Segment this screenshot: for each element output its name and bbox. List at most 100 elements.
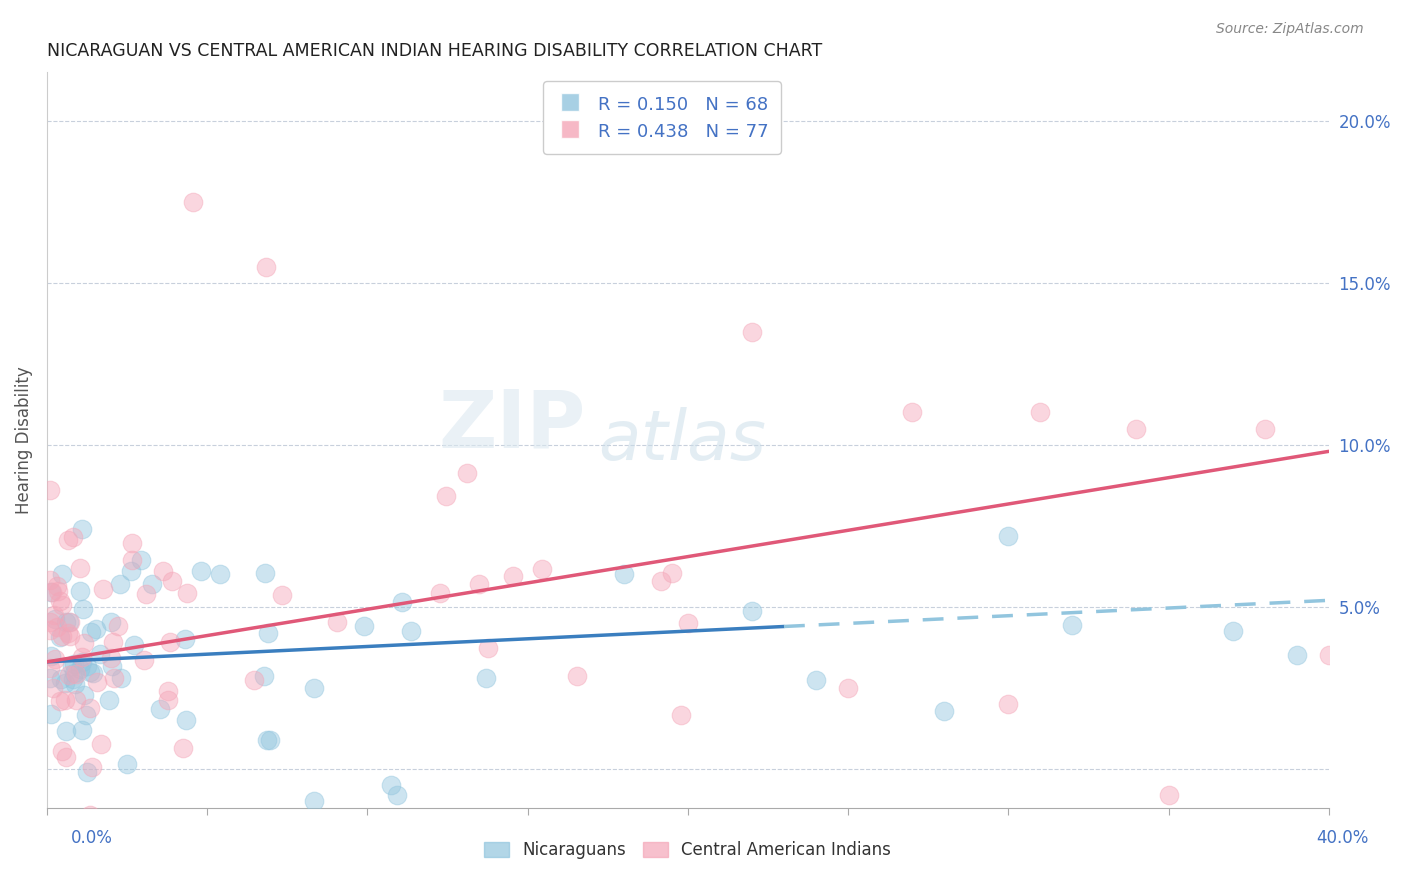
Point — [741, 604, 763, 618]
Point — [115, 756, 138, 771]
Point — [70, 655, 93, 669]
Point — [1222, 624, 1244, 638]
Y-axis label: Hearing Disability: Hearing Disability — [15, 366, 32, 514]
Point — [51, 629, 73, 643]
Point — [39, 585, 62, 599]
Point — [122, 638, 145, 652]
Point — [669, 707, 692, 722]
Point — [243, 673, 266, 687]
Point — [254, 260, 277, 274]
Point — [1157, 788, 1180, 802]
Point — [62, 672, 84, 686]
Point — [391, 595, 413, 609]
Point — [65, 667, 87, 681]
Point — [55, 723, 77, 738]
Point — [1285, 648, 1308, 663]
Point — [60, 658, 83, 673]
Point — [326, 615, 349, 630]
Point — [159, 634, 181, 648]
Point — [107, 618, 129, 632]
Point — [135, 587, 157, 601]
Point — [132, 652, 155, 666]
Point — [82, 666, 104, 681]
Point — [997, 529, 1019, 543]
Point — [302, 681, 325, 696]
Point — [45, 579, 67, 593]
Point — [82, 760, 104, 774]
Point — [42, 607, 65, 622]
Point — [1253, 422, 1275, 436]
Point — [58, 668, 80, 682]
Point — [62, 657, 84, 672]
Point — [650, 574, 672, 589]
Point — [174, 632, 197, 646]
Point — [353, 618, 375, 632]
Point — [91, 582, 114, 596]
Point — [49, 630, 72, 644]
Point — [44, 651, 66, 665]
Point — [62, 530, 84, 544]
Point — [69, 583, 91, 598]
Point — [69, 662, 91, 676]
Point — [79, 665, 101, 679]
Point — [84, 622, 107, 636]
Point — [53, 693, 76, 707]
Point — [51, 744, 73, 758]
Point — [62, 665, 84, 680]
Point — [1317, 648, 1340, 663]
Point — [172, 740, 194, 755]
Text: ZIP: ZIP — [439, 386, 585, 465]
Text: NICARAGUAN VS CENTRAL AMERICAN INDIAN HEARING DISABILITY CORRELATION CHART: NICARAGUAN VS CENTRAL AMERICAN INDIAN HE… — [46, 42, 823, 60]
Point — [208, 566, 231, 581]
Point — [42, 681, 65, 695]
Point — [1062, 618, 1084, 632]
Point — [44, 612, 66, 626]
Point — [613, 567, 636, 582]
Point — [257, 626, 280, 640]
Point — [90, 737, 112, 751]
Point — [100, 615, 122, 629]
Point — [380, 778, 402, 792]
Point — [100, 650, 122, 665]
Text: 40.0%: 40.0% — [1316, 829, 1369, 847]
Point — [39, 615, 62, 629]
Point — [997, 697, 1019, 711]
Point — [103, 671, 125, 685]
Point — [676, 615, 699, 630]
Point — [837, 681, 859, 695]
Point — [101, 635, 124, 649]
Point — [141, 576, 163, 591]
Point — [174, 713, 197, 727]
Point — [46, 583, 69, 598]
Point — [55, 615, 77, 629]
Point — [157, 692, 180, 706]
Point — [901, 405, 924, 419]
Point — [474, 671, 496, 685]
Point — [429, 585, 451, 599]
Point — [80, 624, 103, 639]
Point — [804, 673, 827, 688]
Text: atlas: atlas — [598, 407, 766, 474]
Point — [70, 723, 93, 737]
Point — [89, 647, 111, 661]
Point — [39, 623, 62, 637]
Point — [79, 700, 101, 714]
Point — [75, 707, 97, 722]
Point — [467, 577, 489, 591]
Point — [63, 676, 86, 690]
Point — [72, 522, 94, 536]
Point — [302, 794, 325, 808]
Point — [86, 675, 108, 690]
Point — [51, 566, 73, 581]
Point — [152, 564, 174, 578]
Point — [120, 564, 142, 578]
Point — [531, 562, 554, 576]
Point — [661, 566, 683, 581]
Point — [110, 671, 132, 685]
Point — [156, 683, 179, 698]
Point — [502, 569, 524, 583]
Point — [934, 704, 956, 718]
Point — [76, 659, 98, 673]
Legend: R = 0.150   N = 68, R = 0.438   N = 77: R = 0.150 N = 68, R = 0.438 N = 77 — [544, 81, 780, 153]
Point — [259, 733, 281, 747]
